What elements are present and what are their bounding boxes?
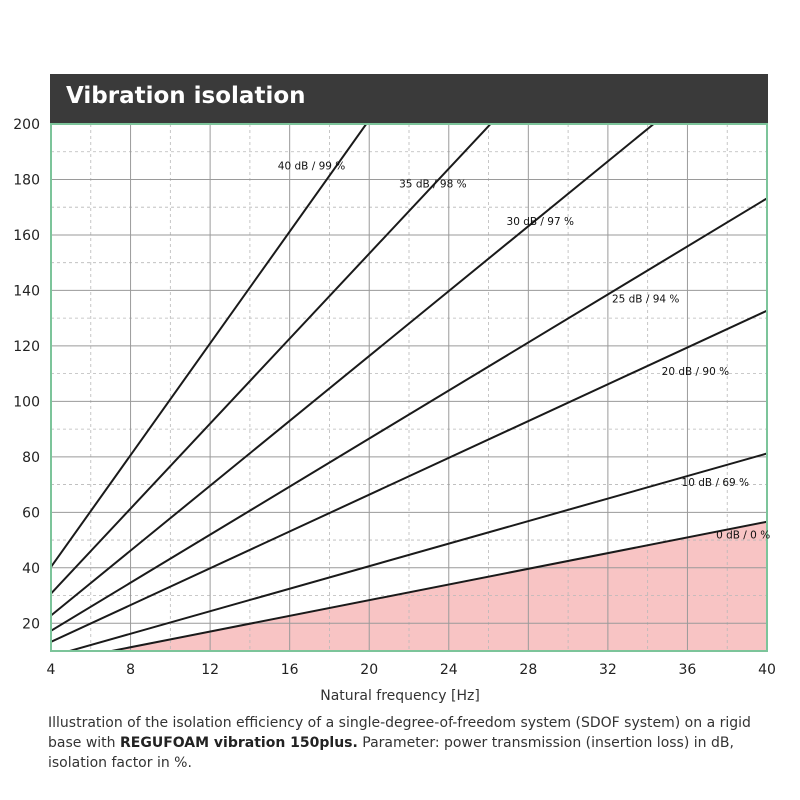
series-line (51, 124, 655, 617)
x-tick-label: 4 (47, 662, 56, 678)
series-label: 30 dB / 97 % (507, 216, 574, 228)
x-tick-label: 28 (519, 662, 537, 678)
y-tick-label: 60 (22, 505, 40, 521)
series-line (51, 309, 767, 643)
x-tick-label: 40 (758, 662, 776, 678)
y-tick-label: 80 (22, 450, 40, 466)
caption-text-1: Illustration of the isolation efficiency… (48, 715, 751, 751)
chart-caption: Illustration of the isolation efficiency… (48, 713, 788, 773)
x-tick-label: 24 (440, 662, 458, 678)
y-tick-label: 140 (13, 283, 40, 299)
y-tick-label: 20 (22, 616, 40, 632)
series-label: 25 dB / 94 % (612, 294, 679, 306)
chart-title-bar: Vibration isolation (50, 74, 768, 124)
y-tick-label: 120 (13, 339, 40, 355)
series-label: 20 dB / 90 % (662, 366, 729, 378)
series-label: 0 dB / 0 % (716, 530, 770, 542)
x-tick-label: 36 (679, 662, 697, 678)
series-label: 40 dB / 99 % (278, 161, 345, 173)
caption-text-2: Parameter: power transmission (insertion… (48, 735, 734, 771)
caption-product-name: REGUFOAM vibration 150plus. (119, 735, 358, 751)
y-tick-label: 180 (13, 172, 40, 188)
y-tick-label: 100 (13, 394, 40, 410)
plot-frame (50, 123, 768, 652)
series-label: 35 dB / 98 % (399, 179, 466, 191)
x-tick-label: 8 (126, 662, 135, 678)
chart: 40 dB / 99 % 35 dB / 98 % 30 dB / 97 % 25 d… (13, 117, 776, 678)
y-tick-label: 200 (13, 117, 40, 133)
x-tick-label: 12 (201, 662, 219, 678)
chart-title: Vibration isolation (66, 83, 306, 109)
x-tick-label: 16 (281, 662, 299, 678)
y-tick-label: 160 (13, 228, 40, 244)
series-line (51, 124, 368, 568)
x-axis-label: Natural frequency [Hz] (320, 688, 480, 704)
x-tick-label: 20 (360, 662, 378, 678)
shaded-region-0db (51, 521, 767, 651)
series-line (51, 124, 492, 595)
series-line (51, 197, 767, 632)
series-line (65, 452, 767, 651)
series-line (106, 520, 767, 651)
y-tick-label: 40 (22, 561, 40, 577)
series-label: 10 dB / 69 % (682, 477, 749, 489)
x-tick-label: 32 (599, 662, 617, 678)
